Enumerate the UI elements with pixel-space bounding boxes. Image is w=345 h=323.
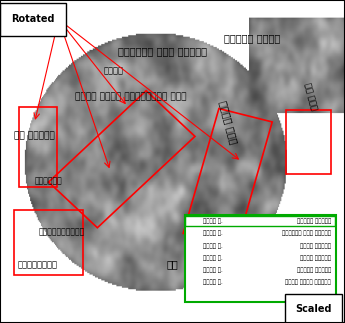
Text: شیرعلی خان کرینه: شیرعلی خان کرینه [118,47,207,56]
Text: کج: کج [167,260,178,269]
Text: زهری کرینه: زهری کرینه [300,243,331,249]
Text: خیاب: خیاب [104,67,124,75]
Bar [14,210,83,275]
Text: شیرعلی خان کرینه: شیرعلی خان کرینه [282,231,331,236]
Text: تی دره: تی دره [303,82,318,111]
Text: ۱۸۹۵ م.: ۱۸۹۵ م. [203,218,223,224]
Text: سیاکوه: سیاکوه [34,177,62,185]
Text: Rotated: Rotated [11,15,55,24]
Text: فخری کرینه: فخری کرینه [300,255,331,261]
Bar [185,216,335,226]
Bar [286,110,331,174]
Text: پامیر کرینه: پامیر کرینه [297,218,331,224]
Text: Scaled: Scaled [295,304,332,314]
Text: ۱۸۹۳ م.: ۱۸۹۳ م. [203,280,223,286]
FancyBboxPatch shape [0,3,66,36]
Bar [183,109,272,247]
Text: زرقول جهیل: زرقول جهیل [224,34,280,43]
Bar [19,107,57,187]
Text: اورد فرضی کرینه: اورد فرضی کرینه [285,280,331,286]
Text: ننگرهاریند: ننگرهاریند [39,229,85,236]
Text: ۱۹۳۵ م.: ۱۹۳۵ م. [203,255,223,261]
Text: ۱۹۰۴ م.: ۱۹۰۴ م. [203,267,223,273]
Bar [185,215,336,302]
Text: جهور دره: جهور دره [218,100,238,145]
FancyBboxPatch shape [285,294,342,323]
Text: کوملکسیا: کوملکسیا [18,261,58,269]
Text: رخوی کریت ذوالفقار دره: رخوی کریت ذوالفقار دره [75,92,187,101]
Text: سکهول کرینه: سکهول کرینه [297,267,331,273]
Bar [49,91,195,228]
Text: ۱۸۷۳ م.: ۱۸۷۳ م. [203,231,223,236]
Text: ۱۸۸۷ م.: ۱۸۸۷ م. [203,243,223,249]
Text: تی کرینه: تی کرینه [14,131,55,140]
